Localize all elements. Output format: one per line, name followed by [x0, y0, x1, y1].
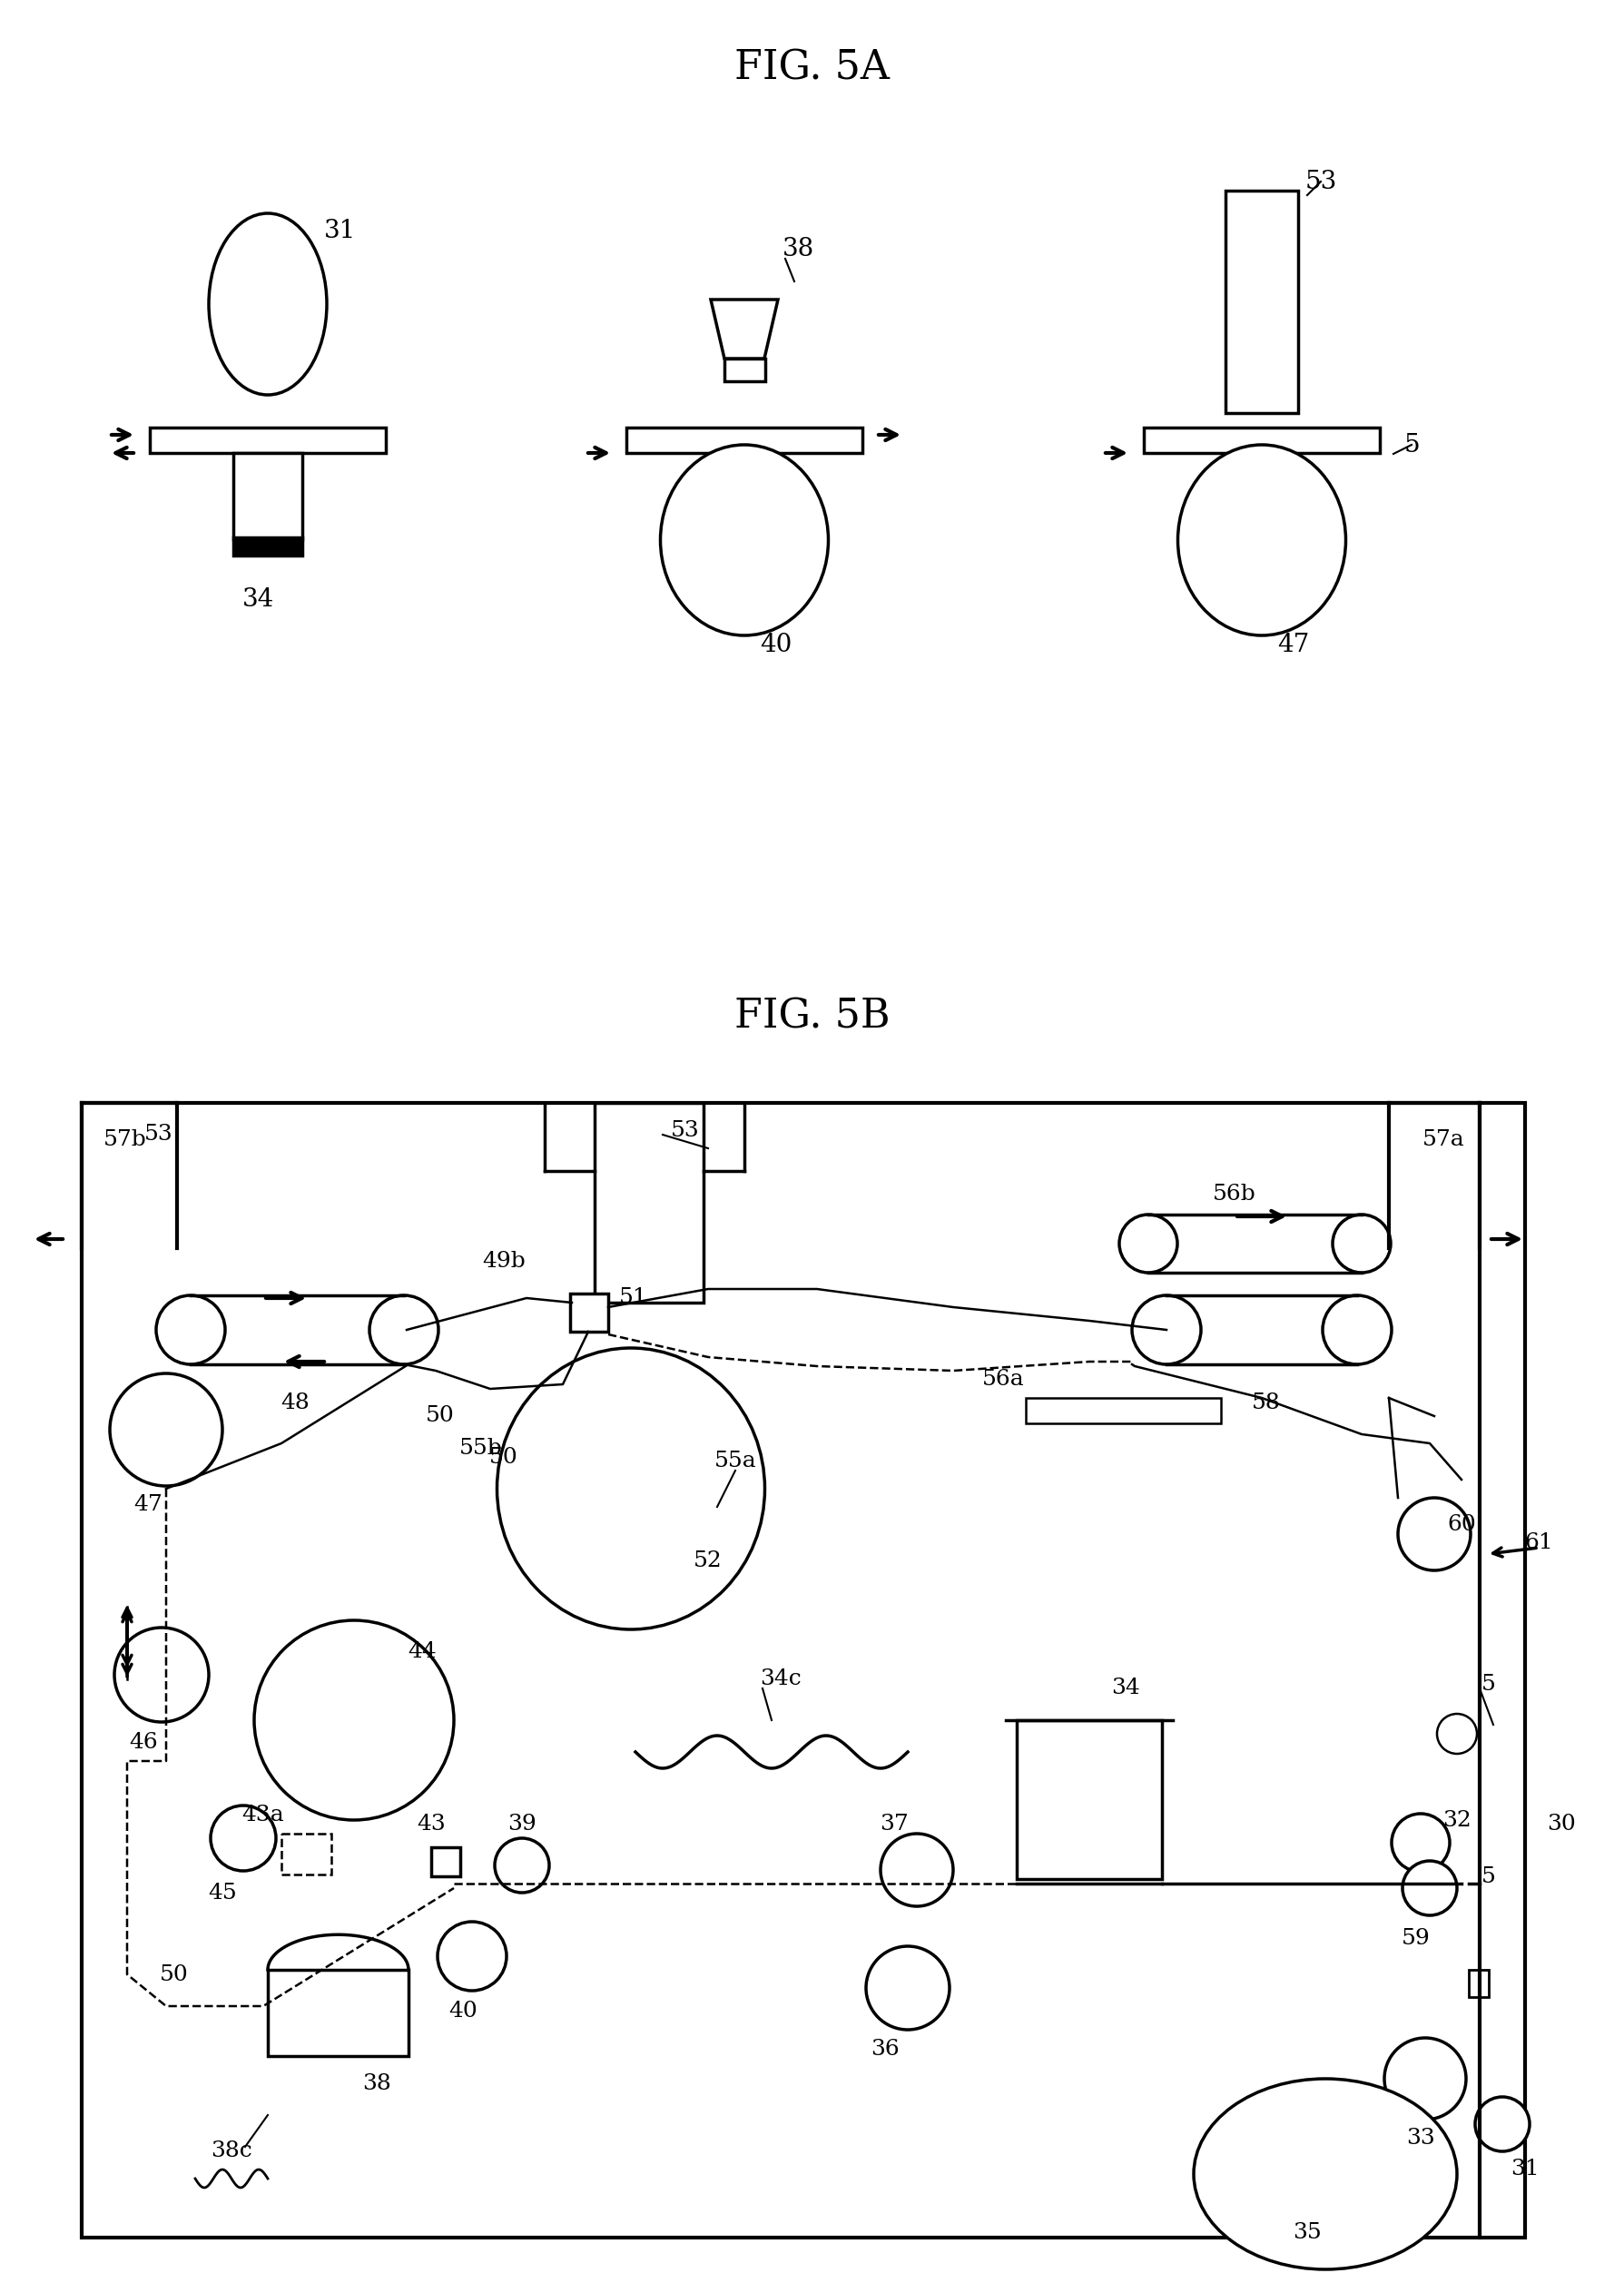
Text: 32: 32: [1442, 1809, 1471, 1830]
Text: 38: 38: [783, 236, 814, 261]
Bar: [1017, 1721, 1161, 1880]
Text: 49b: 49b: [482, 1252, 525, 1273]
Text: 45: 45: [208, 1882, 237, 1903]
Text: 59: 59: [1402, 1928, 1429, 1948]
Text: 48: 48: [281, 1391, 309, 1414]
Text: 38: 38: [362, 2073, 391, 2093]
Text: 31: 31: [1510, 2159, 1538, 2180]
Circle shape: [1322, 1296, 1390, 1364]
Bar: [724, 359, 765, 382]
Ellipse shape: [208, 214, 326, 396]
Text: 53: 53: [1304, 168, 1337, 193]
Text: 47: 47: [133, 1496, 162, 1516]
Bar: [430, 1848, 460, 1875]
Text: 37: 37: [879, 1814, 908, 1834]
Text: 52: 52: [693, 1550, 723, 1571]
Text: 53: 53: [671, 1121, 700, 1141]
Text: 46: 46: [128, 1732, 158, 1752]
Text: 5: 5: [1403, 432, 1419, 457]
Circle shape: [1390, 1814, 1449, 1871]
Bar: [268, 1971, 408, 2057]
Circle shape: [494, 1839, 549, 1893]
Circle shape: [1475, 2098, 1528, 2150]
Text: 61: 61: [1523, 1532, 1553, 1555]
Text: 57a: 57a: [1421, 1130, 1463, 1150]
Bar: [281, 1834, 331, 1875]
Text: 35: 35: [1293, 2223, 1320, 2243]
Bar: [1143, 427, 1379, 452]
Bar: [234, 536, 302, 555]
Circle shape: [437, 1921, 507, 1991]
Text: 30: 30: [1546, 1814, 1575, 1834]
Text: 40: 40: [760, 632, 793, 657]
Circle shape: [253, 1621, 453, 1821]
Text: 33: 33: [1405, 2128, 1434, 2148]
Circle shape: [1402, 1862, 1457, 1916]
Circle shape: [211, 1805, 276, 1871]
Bar: [149, 427, 385, 452]
Text: 34: 34: [242, 586, 274, 611]
Text: 50: 50: [489, 1446, 518, 1468]
Circle shape: [866, 1946, 948, 2030]
Circle shape: [1132, 1296, 1200, 1364]
Circle shape: [1436, 1714, 1476, 1755]
Text: 50: 50: [425, 1405, 455, 1427]
Circle shape: [1332, 1214, 1390, 1273]
Circle shape: [880, 1834, 953, 1907]
Ellipse shape: [1194, 2080, 1457, 2268]
Polygon shape: [710, 300, 778, 359]
Text: 60: 60: [1447, 1514, 1475, 1537]
Bar: [234, 452, 302, 539]
Text: 58: 58: [1250, 1391, 1280, 1414]
Text: 36: 36: [870, 2039, 900, 2059]
Text: 56b: 56b: [1212, 1184, 1255, 1205]
Ellipse shape: [659, 446, 828, 636]
Text: FIG. 5B: FIG. 5B: [734, 998, 890, 1036]
Bar: [81, 1102, 1525, 2237]
Text: 47: 47: [1276, 632, 1309, 657]
Bar: [625, 427, 862, 452]
Circle shape: [1119, 1214, 1177, 1273]
Text: 50: 50: [159, 1964, 188, 1984]
Text: 44: 44: [408, 1641, 437, 1662]
Circle shape: [156, 1296, 226, 1364]
Text: 5: 5: [1481, 1866, 1496, 1887]
Text: 55a: 55a: [713, 1450, 757, 1473]
Circle shape: [1397, 1498, 1470, 1571]
Text: 38c: 38c: [211, 2141, 252, 2162]
Bar: [570, 1293, 607, 1332]
Circle shape: [110, 1373, 222, 1487]
Text: 43a: 43a: [242, 1805, 284, 1825]
Text: 5: 5: [1481, 1673, 1496, 1693]
Text: 34: 34: [1111, 1677, 1140, 1698]
Text: 53: 53: [145, 1125, 174, 1146]
Text: FIG. 5A: FIG. 5A: [734, 48, 890, 89]
Circle shape: [369, 1296, 438, 1364]
Bar: [1224, 191, 1298, 414]
Circle shape: [1384, 2039, 1465, 2121]
Text: 40: 40: [448, 2000, 477, 2021]
Bar: [1025, 1398, 1220, 1423]
Text: 56a: 56a: [981, 1368, 1023, 1391]
Text: 57b: 57b: [104, 1130, 146, 1150]
Text: 31: 31: [325, 218, 356, 243]
Circle shape: [114, 1627, 208, 1723]
Bar: [594, 1102, 703, 1302]
Text: 55b: 55b: [460, 1437, 502, 1459]
Text: 34c: 34c: [760, 1668, 801, 1689]
Text: 39: 39: [507, 1814, 536, 1834]
Ellipse shape: [497, 1348, 765, 1630]
Text: 43: 43: [416, 1814, 445, 1834]
Text: 51: 51: [619, 1287, 648, 1309]
Bar: [1468, 1971, 1488, 1998]
Ellipse shape: [1177, 446, 1345, 636]
